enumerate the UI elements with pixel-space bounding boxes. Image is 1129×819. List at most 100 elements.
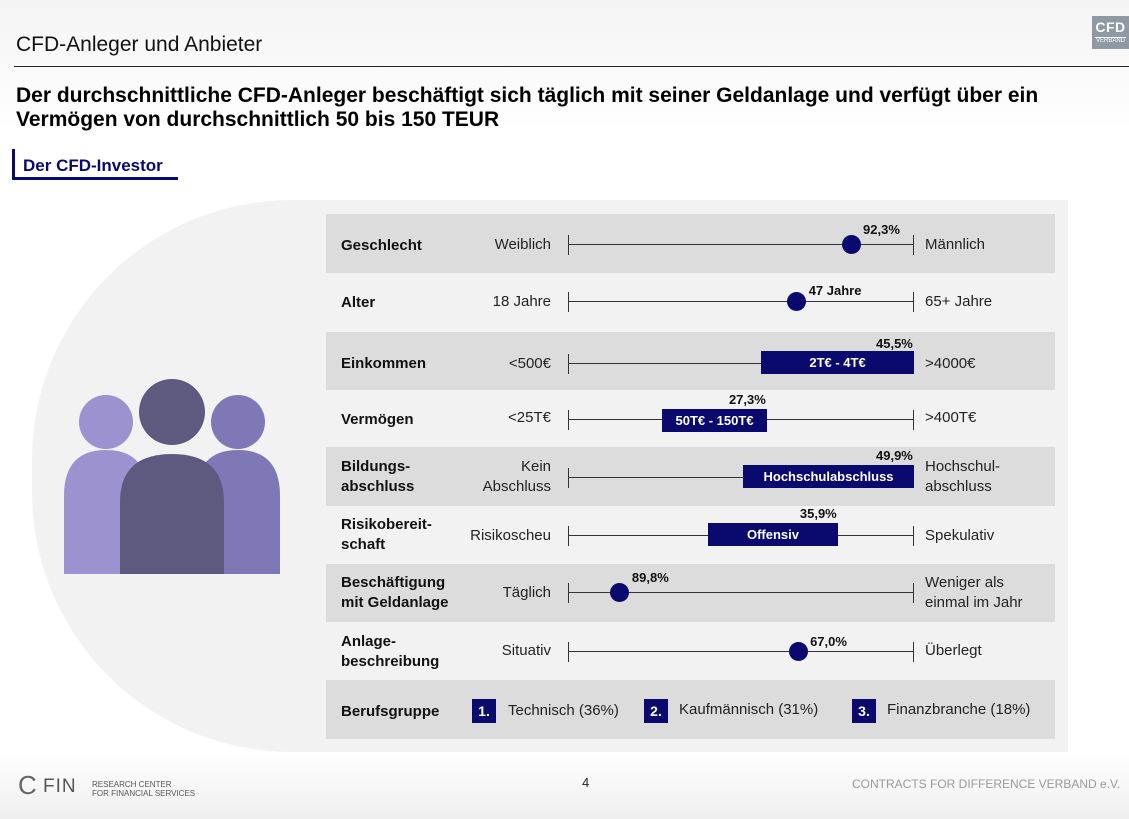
left-pole: <500€ [508, 355, 551, 372]
occupation-item-1: Technisch (36%) [508, 702, 619, 719]
row-label-line-2: beschreibung [341, 653, 440, 670]
marker-dot [610, 583, 630, 602]
right-pole: Überlegt [925, 642, 982, 659]
rank-badge-1: 1. [472, 699, 496, 723]
row-label-line-2: schaft [341, 536, 386, 553]
occupation-item-2: Kaufmännisch (31%) [679, 701, 819, 718]
row-einkommen: Einkommen <500€ 2T€ - 4T€ 45,5% >4000€ [326, 332, 1055, 390]
row-label-line-1: Risikobereit- [341, 516, 432, 533]
row-label: Anlage- beschreibung [341, 632, 439, 672]
right-pole: Spekulativ [925, 527, 995, 544]
research-center-text: RESEARCH CENTER FOR FINANCIAL SERVICES [92, 780, 232, 798]
header-background [0, 0, 1129, 130]
scale-axis [568, 592, 914, 593]
right-pole: Hochschul- abschluss [925, 457, 1000, 497]
row-label-line-1: Bildungs- [341, 458, 411, 475]
range-bar: Hochschulabschluss [743, 465, 914, 488]
scale-tick-left [568, 583, 569, 603]
tab-label: Der CFD-Investor [23, 156, 163, 175]
scale-tick-left [568, 354, 569, 374]
marker-value: 89,8% [631, 570, 669, 585]
left-pole: <25T€ [508, 409, 551, 426]
range-bar: 50T€ - 150T€ [662, 409, 767, 432]
marker-dot [787, 292, 807, 311]
people-icon [64, 379, 280, 574]
row-label: Geschlecht [341, 237, 422, 254]
row-label: Vermögen [341, 411, 414, 428]
left-pole: Risikoscheu [470, 527, 551, 544]
left-pole-line-1: Kein [520, 458, 551, 475]
left-pole: Weiblich [494, 236, 551, 253]
rank-badge-2: 2. [644, 699, 668, 723]
row-anlagebeschreibung: Anlage- beschreibung Situativ 67,0% Über… [326, 622, 1055, 680]
scale-axis [568, 651, 914, 652]
scale-tick-right [913, 583, 914, 603]
row-vermoegen: Vermögen <25T€ 50T€ - 150T€ 27,3% >400T€ [326, 390, 1055, 447]
scale-axis [568, 363, 914, 364]
scale-tick-left [568, 292, 569, 312]
right-pole-line-1: Weniger als [925, 574, 1004, 591]
right-pole: 65+ Jahre [925, 293, 993, 310]
occupation-item-3: Finanzbranche (18%) [887, 701, 1031, 718]
footer-background [0, 752, 1129, 819]
row-label: Alter [341, 294, 376, 311]
right-pole-line-2: abschluss [925, 478, 992, 495]
scale-tick-left [568, 468, 569, 488]
scale-tick-left [568, 526, 569, 546]
row-label-line-2: mit Geldanlage [341, 594, 449, 611]
range-value: 49,9% [876, 448, 913, 463]
cfin-logo-c: C [18, 770, 37, 800]
research-line-1: RESEARCH CENTER [92, 780, 172, 789]
row-label: Beschäftigung mit Geldanlage [341, 573, 449, 613]
marker-value: 92,3% [863, 222, 900, 237]
title-divider [14, 66, 1129, 67]
row-label-line-2: abschluss [341, 478, 415, 495]
research-line-2: FOR FINANCIAL SERVICES [92, 789, 196, 798]
range-value: 45,5% [876, 336, 913, 351]
row-label-line-1: Beschäftigung [341, 574, 446, 591]
scale-tick-right [913, 410, 914, 430]
left-pole: Kein Abschluss [483, 457, 551, 497]
range-bar: 2T€ - 4T€ [761, 351, 914, 374]
cfin-logo-fin: FIN [43, 776, 77, 797]
headline-line-2: Vermögen von durchschnittlich 50 bis 150… [16, 108, 500, 131]
left-pole: Situativ [501, 642, 551, 659]
section-title: CFD-Anleger und Anbieter [16, 33, 263, 56]
right-pole: >400T€ [925, 409, 977, 426]
right-pole: Männlich [925, 236, 986, 253]
row-alter: Alter 18 Jahre 47 Jahre 65+ Jahre [326, 273, 1055, 332]
logo-subtext: VERBAND [1095, 37, 1126, 44]
row-label: Bildungs- abschluss [341, 457, 414, 497]
row-berufsgruppe: Berufsgruppe 1. Technisch (36%) 2. Kaufm… [326, 680, 1055, 739]
scale-axis [568, 301, 914, 302]
row-label-line-1: Anlage- [341, 633, 397, 650]
scale-axis [568, 477, 914, 478]
scale-tick-right [913, 235, 914, 255]
row-label: Risikobereit- schaft [341, 515, 432, 555]
row-label: Berufsgruppe [341, 703, 440, 720]
left-pole: 18 Jahre [492, 293, 551, 310]
marker-dot [788, 642, 808, 661]
row-geschlecht: Geschlecht Weiblich 92,3% Männlich [326, 214, 1055, 273]
left-pole: Täglich [502, 584, 551, 601]
range-value: 27,3% [728, 392, 766, 407]
section-tab: Der CFD-Investor [12, 149, 178, 180]
scale-tick-right [913, 642, 914, 662]
row-beschaeftigung: Beschäftigung mit Geldanlage Täglich 89,… [326, 564, 1055, 622]
scale-tick-right [913, 526, 914, 546]
headline: Der durchschnittliche CFD-Anleger beschä… [16, 84, 1129, 132]
scale-tick-left [568, 235, 569, 255]
range-value: 35,9% [799, 506, 837, 521]
row-label: Einkommen [341, 355, 427, 372]
scale-tick-left [568, 410, 569, 430]
scale-tick-right [913, 292, 914, 312]
page-number: 4 [582, 775, 590, 790]
logo-text: CFD [1095, 19, 1126, 35]
scale-axis [568, 244, 914, 245]
right-pole: Weniger als einmal im Jahr [925, 573, 1023, 613]
right-pole-line-1: Hochschul- [925, 458, 1001, 475]
headline-line-1: Der durchschnittliche CFD-Anleger beschä… [16, 84, 1039, 107]
range-bar: Offensiv [708, 523, 838, 546]
rank-badge-3: 3. [852, 699, 876, 723]
scale-tick-left [568, 642, 569, 662]
